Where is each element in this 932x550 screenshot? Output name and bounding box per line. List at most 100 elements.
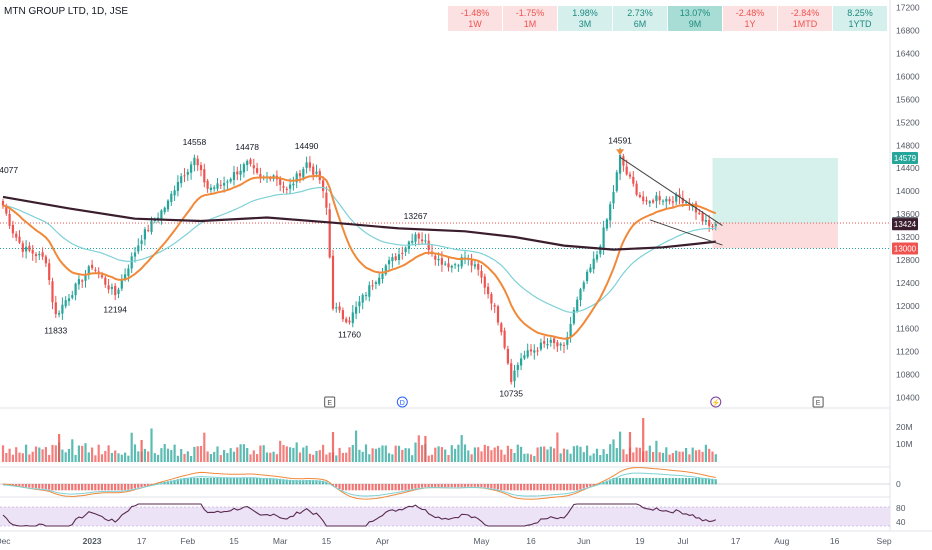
chart-title: MTN GROUP LTD, 1D, JSE: [4, 6, 129, 17]
candle: [256, 168, 259, 173]
volume-bar: [104, 451, 107, 462]
candle: [513, 370, 516, 382]
volume-bar: [424, 436, 427, 462]
macd-bar: [110, 484, 113, 491]
volume-bar: [124, 452, 127, 462]
candle: [374, 282, 377, 285]
macd-bar: [213, 478, 216, 485]
candle: [510, 363, 513, 383]
event-marker: [812, 396, 824, 408]
macd-bar: [331, 484, 334, 486]
candle: [295, 173, 298, 183]
macd-bar: [579, 484, 582, 490]
macd-bar: [576, 484, 579, 491]
candle: [11, 224, 14, 234]
volume-bar: [262, 445, 265, 462]
volume-bar: [642, 418, 645, 462]
volume-bar: [1, 445, 5, 462]
volume-bar: [252, 450, 255, 462]
candle: [368, 285, 371, 297]
macd-bar: [114, 484, 117, 491]
macd-bar: [255, 478, 259, 485]
candle: [576, 299, 579, 312]
macd-bar: [496, 484, 499, 490]
candle: [100, 275, 104, 278]
y-tick-label: 11200: [896, 347, 919, 357]
volume-bar: [523, 453, 526, 462]
volume-bar: [242, 444, 245, 462]
x-tick-label: 19: [635, 536, 645, 546]
volume-bar: [48, 454, 51, 462]
volume-bar: [562, 448, 566, 462]
macd-bar: [232, 478, 235, 485]
candle: [417, 233, 420, 239]
volume-bar: [249, 454, 252, 462]
macd-bar: [38, 484, 41, 489]
volume-bar: [526, 453, 529, 462]
candle: [526, 350, 529, 357]
macd-bar: [668, 478, 671, 485]
perf-period: 1MTD: [792, 19, 818, 29]
volume-bar: [388, 453, 391, 462]
macd-bar: [411, 484, 414, 490]
volume-bar: [110, 452, 113, 462]
volume-bar: [15, 447, 18, 462]
y-tick-label: 14800: [896, 140, 920, 150]
macd-bar: [516, 484, 519, 491]
perf-period: 6M: [633, 19, 647, 29]
candle: [711, 225, 714, 227]
volume-bar: [467, 450, 470, 462]
volume-bar: [533, 455, 536, 462]
volume-bar: [546, 449, 549, 462]
x-tick-label: 15: [322, 536, 332, 546]
candle: [388, 260, 391, 265]
macd-bar: [638, 478, 641, 485]
event-label: ⚡: [711, 398, 720, 407]
volume-bar: [553, 448, 556, 462]
candle: [454, 264, 457, 266]
volume-bar: [483, 444, 486, 462]
candle: [173, 190, 176, 196]
volume-bar: [645, 450, 648, 462]
candle: [206, 180, 209, 189]
perf-period: 1M: [523, 19, 537, 29]
macd-bar: [533, 484, 536, 491]
macd-bar: [348, 484, 351, 491]
macd-bar: [684, 478, 688, 485]
volume-axis-label: 20M: [896, 422, 913, 432]
perf-value: -1.48%: [460, 8, 490, 18]
candle: [704, 219, 707, 222]
macd-bar: [203, 478, 206, 485]
x-tick-label: 17: [731, 536, 741, 546]
axis-badge-text: 14579: [894, 154, 917, 163]
candle: [708, 219, 711, 226]
candle: [25, 246, 28, 252]
volume-bar: [559, 453, 562, 462]
volume-bar: [331, 432, 335, 462]
candle: [305, 162, 308, 168]
macd-bar: [460, 484, 463, 488]
volume-bar: [401, 449, 404, 462]
y-tick-label: 16400: [896, 49, 920, 59]
volume-bar: [612, 439, 615, 462]
macd-bar: [483, 484, 486, 488]
perf-value: -2.48%: [735, 8, 765, 18]
volume-bar: [506, 445, 509, 462]
macd-bar: [562, 484, 565, 491]
volume-bar: [302, 447, 305, 462]
volume-bar: [351, 445, 354, 462]
axis-badge-close: [892, 218, 918, 231]
candle: [71, 295, 74, 298]
candle: [183, 175, 186, 177]
volume-bar: [622, 449, 625, 462]
macd-bar: [605, 480, 608, 485]
volume-bar: [381, 445, 384, 462]
volume-bar: [694, 450, 698, 462]
macd-axis-label: 0: [896, 479, 901, 489]
macd-bar: [681, 478, 684, 485]
x-tick-label: Sep: [877, 536, 892, 546]
volume-bar: [61, 449, 64, 462]
x-tick-label: Mar: [273, 536, 288, 546]
candle: [401, 252, 404, 254]
